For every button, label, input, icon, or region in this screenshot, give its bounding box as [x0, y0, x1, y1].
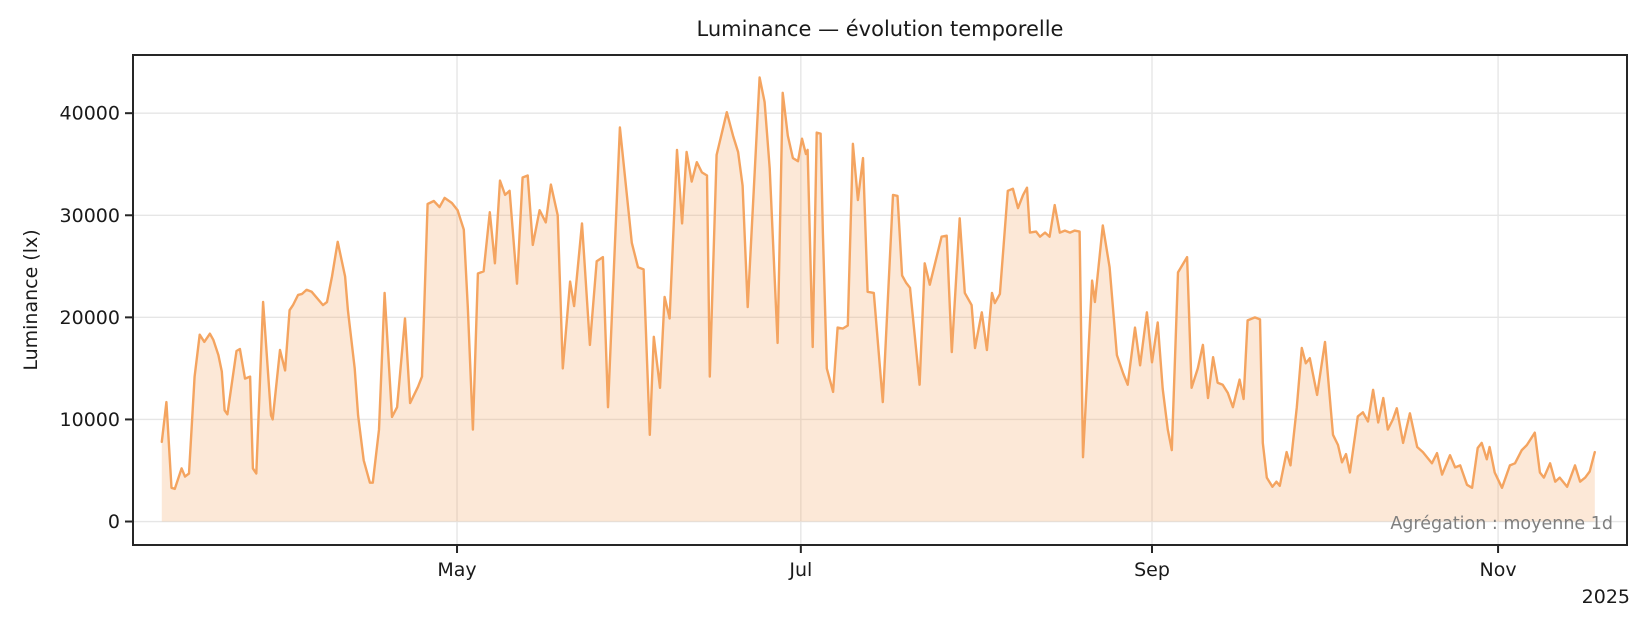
x-tick-label: Nov [1480, 559, 1517, 581]
y-tick-label: 10000 [60, 409, 120, 431]
x-tick-label: Jul [788, 559, 812, 581]
tick-marks [125, 112, 1500, 553]
y-tick-label: 40000 [60, 103, 120, 125]
y-tick-label: 30000 [60, 205, 120, 227]
x-tick-label: May [437, 559, 476, 581]
gridlines [133, 55, 1627, 545]
chart-title: Luminance — évolution temporelle [696, 17, 1064, 41]
aggregation-annotation: Agrégation : moyenne 1d [1390, 514, 1613, 534]
x-axis-year-offset-label: 2025 [1581, 586, 1630, 608]
y-tick-label: 20000 [60, 307, 120, 329]
series-area-fill [161, 77, 1595, 522]
series-line [160, 76, 1597, 491]
y-tick-label: 0 [108, 511, 120, 533]
x-tick-label: Sep [1134, 559, 1170, 581]
tick-labels: 0 10000 20000 30000 40000 May Jul Sep Nov [60, 103, 1517, 581]
y-axis-label: Luminance (lx) [20, 229, 42, 371]
axes-spines [132, 54, 1628, 546]
